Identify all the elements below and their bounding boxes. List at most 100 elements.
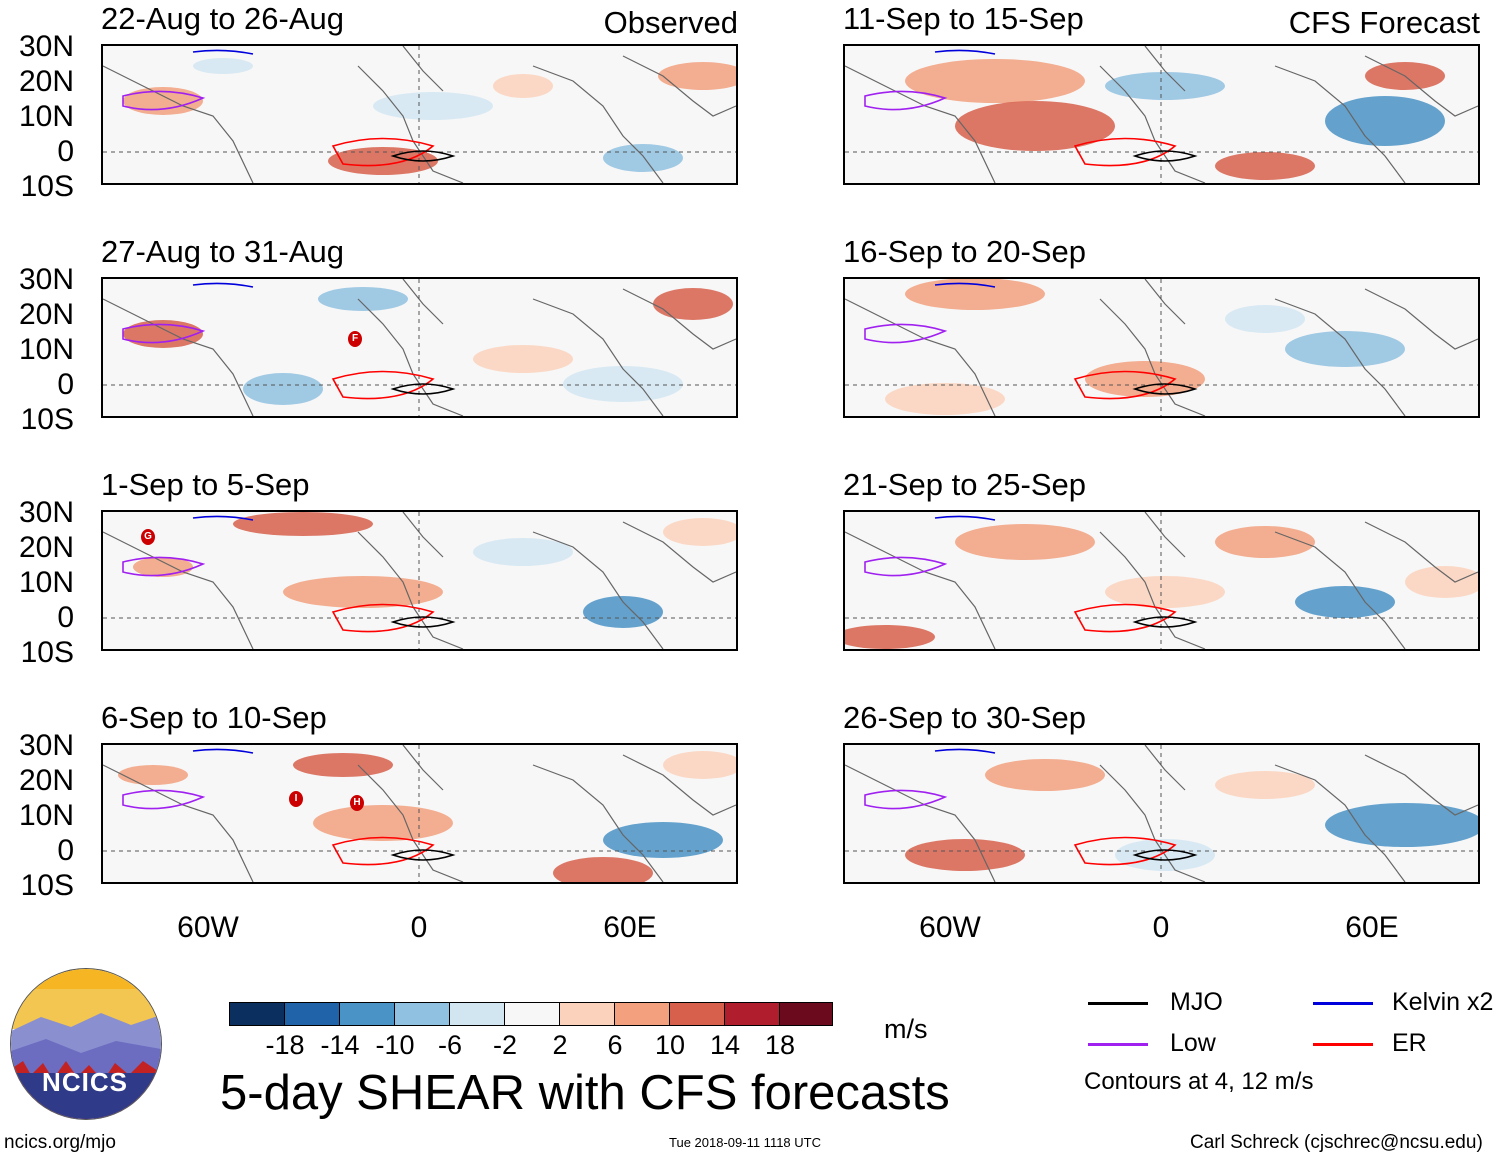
legend-line-mjo (1088, 1002, 1148, 1005)
legend-note: Contours at 4, 12 m/s (1084, 1068, 1314, 1095)
map-panel-fcst-2 (843, 277, 1480, 418)
wave-contour (331, 370, 435, 400)
lon-label: 0 (410, 911, 428, 944)
colorbar-swatch (559, 1002, 615, 1026)
map-panel-obs-3 (101, 510, 738, 651)
shear-anomaly-area (905, 59, 1085, 103)
colorbar-swatch (394, 1002, 450, 1026)
colorbar-tick: 10 (654, 1030, 686, 1060)
shear-anomaly-area (845, 625, 935, 649)
shear-anomaly-area (318, 287, 408, 311)
footer-url: ncics.org/mjo (4, 1132, 116, 1153)
main-title: 5-day SHEAR with CFS forecasts (220, 1066, 950, 1120)
wave-contour (122, 789, 206, 810)
wave-contour (1132, 383, 1198, 395)
lon-label: 60E (1345, 911, 1399, 944)
lat-label: 10N (18, 799, 74, 832)
lat-label: 10S (20, 869, 74, 902)
shear-anomaly-area (1285, 331, 1405, 367)
shear-anomaly-area (905, 839, 1025, 871)
coastline (845, 46, 1478, 183)
wave-contour (1073, 836, 1177, 866)
colorbar-tick: -14 (320, 1030, 360, 1060)
shear-anomaly-area (658, 62, 736, 90)
colorbar-swatch (284, 1002, 340, 1026)
observed-header: Observed (603, 5, 738, 40)
shear-anomaly-area (563, 366, 683, 402)
shear-anomaly-area (1105, 576, 1225, 608)
colorbar-swatch (779, 1002, 833, 1026)
shear-anomaly-area (193, 58, 253, 74)
wave-contour (864, 789, 948, 810)
colorbar-unit: m/s (884, 1014, 928, 1044)
colorbar-swatch (339, 1002, 395, 1026)
wave-contour (122, 90, 206, 111)
shear-anomaly-area (1325, 96, 1445, 146)
coastline (103, 46, 736, 183)
shear-anomaly-area (905, 279, 1045, 310)
colorbar-tick: -6 (437, 1030, 462, 1060)
wave-contour (934, 515, 996, 521)
shear-anomaly-area (583, 596, 663, 628)
legend-line-kelvin (1313, 1002, 1373, 1005)
map-panel-obs-2 (101, 277, 738, 418)
map-panel-fcst-4 (843, 743, 1480, 884)
lon-label: 60W (177, 911, 239, 944)
map-panel-fcst-3 (843, 510, 1480, 651)
wave-contour (934, 748, 996, 754)
wave-contour (864, 556, 948, 577)
footer-timestamp: Tue 2018-09-11 1118 UTC (669, 1135, 821, 1150)
colorbar-swatch (449, 1002, 505, 1026)
wave-contour (390, 616, 456, 628)
colorbar-tick: 2 (552, 1030, 568, 1060)
logo-art-icon (11, 969, 161, 1119)
storm-marker: F (348, 331, 362, 347)
panel-title: 27-Aug to 31-Aug (101, 234, 345, 269)
wave-contour (1073, 603, 1177, 633)
storm-marker: I (289, 791, 303, 807)
colorbar-tick: 6 (607, 1030, 623, 1060)
wave-contour (192, 748, 254, 754)
panel-title: 11-Sep to 15-Sep (843, 1, 1084, 36)
legend-label: Kelvin x2 (1392, 988, 1494, 1016)
ncics-logo (10, 968, 162, 1120)
lat-label: 20N (18, 531, 74, 564)
map-panel-obs-4 (101, 743, 738, 884)
colorbar-swatch (504, 1002, 560, 1026)
colorbar-swatch (724, 1002, 780, 1026)
legend-label: MJO (1170, 988, 1223, 1016)
wave-contour (1073, 137, 1177, 167)
lat-label: 20N (18, 65, 74, 98)
footer-author: Carl Schreck (cjschrec@ncsu.edu) (1190, 1132, 1483, 1153)
wave-contour (192, 515, 254, 521)
colorbar-tick: -2 (492, 1030, 517, 1060)
wave-contour (390, 150, 456, 162)
wave-contour (331, 836, 435, 866)
wave-contour (390, 383, 456, 395)
lat-label: 10N (18, 566, 74, 599)
shear-anomaly-area (1225, 305, 1305, 333)
wave-contour (331, 137, 435, 167)
shear-anomaly-area (985, 759, 1105, 791)
coastline (845, 745, 1478, 882)
shear-anomaly-area (233, 512, 373, 536)
panel-title: 1-Sep to 5-Sep (101, 467, 310, 502)
panel-title: 22-Aug to 26-Aug (101, 1, 345, 36)
colorbar-tick: -18 (265, 1030, 305, 1060)
coastline (103, 279, 736, 416)
wave-contour (331, 603, 435, 633)
coastline (845, 512, 1478, 649)
lon-label: 60W (919, 911, 981, 944)
lat-label: 10S (20, 403, 74, 436)
legend-line-low (1088, 1043, 1148, 1046)
legend-label: ER (1392, 1029, 1427, 1057)
wave-contour (864, 90, 948, 111)
shear-anomaly-area (1215, 771, 1315, 799)
colorbar-swatch (614, 1002, 670, 1026)
shear-anomaly-area (1215, 152, 1315, 180)
storm-marker: H (350, 795, 364, 811)
shear-anomaly-area (328, 147, 438, 175)
shear-anomaly-area (1215, 526, 1315, 558)
shear-anomaly-area (493, 74, 553, 98)
colorbar-tick: -10 (375, 1030, 415, 1060)
